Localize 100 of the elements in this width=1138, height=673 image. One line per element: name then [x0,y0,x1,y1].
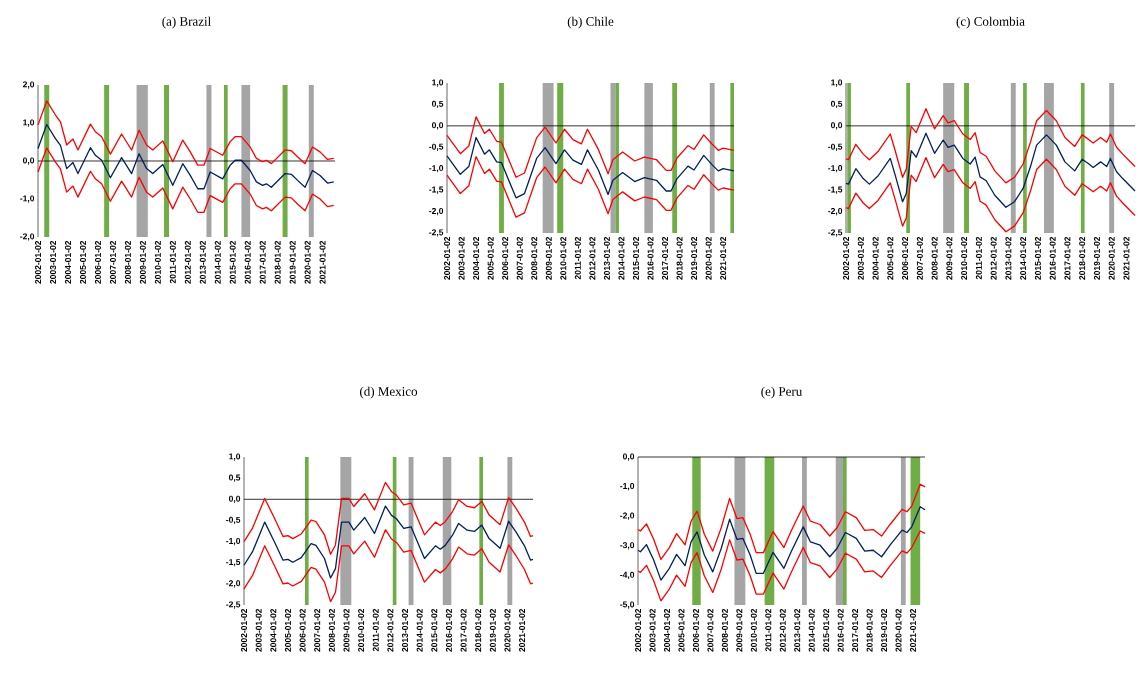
x-tick-label: 2006-01-02 [902,236,909,280]
x-tick-label: 2013-01-02 [402,608,409,652]
line-series [637,530,926,602]
y-tick-label: 0,5 [830,100,843,109]
line-series [845,132,1136,208]
y-tick-label: 0,5 [228,474,241,482]
x-tick-label: 2020-01-02 [895,608,902,652]
y-tick-label: -2,0 [828,207,843,216]
x-tick-label: 2006-01-02 [299,608,306,652]
x-tick-label: 2003-01-02 [50,240,57,284]
x-tick-label: 2005-01-02 [284,608,291,652]
x-tick-label: 2008-01-02 [124,240,131,284]
x-tick-label: 2008-01-02 [328,608,335,652]
x-tick-label: 2019-01-02 [1093,236,1100,280]
x-tick-label: 2015-01-02 [1034,236,1041,280]
x-tick-label: 2019-01-02 [489,608,496,652]
line-series [845,156,1136,233]
x-tick-label: 2006-01-02 [502,236,509,280]
line-series [446,136,735,199]
y-tick-label: 0,0 [830,122,843,130]
x-tick-label: 2015-01-02 [823,608,830,652]
line-series [37,123,335,190]
y-tick-label: -1,0 [20,195,35,203]
y-tick-label: 1,0 [432,79,444,87]
x-tick-label: 2015-01-02 [431,608,438,652]
x-tick-label: 2016-01-02 [445,608,452,652]
x-tick-label: 2021-01-02 [519,608,526,652]
y-tick-label: 0,5 [431,100,444,109]
line-series [845,108,1136,184]
line-series [243,529,534,603]
chart-title: (e) Peru [761,386,803,399]
y-tick-label: -1,0 [828,165,843,173]
x-tick-label: 2012-01-02 [589,236,596,280]
x-tick-label: 2011-01-02 [975,236,982,280]
x-tick-label: 2003-01-02 [857,236,864,280]
x-tick-label: 2021-01-02 [909,608,916,652]
x-tick-label: 2009-01-02 [545,236,552,280]
x-tick-label: 2015-01-02 [632,236,639,280]
line-series [243,505,534,579]
x-tick-label: 2002-01-02 [35,240,42,284]
x-tick-label: 2005-01-02 [887,236,894,280]
x-tick-label: 2009-01-02 [343,608,350,652]
x-tick-label: 2004-01-02 [270,608,277,652]
x-tick-label: 2011-01-02 [574,236,581,280]
line-series [243,481,534,555]
y-tick-label: -1,5 [226,559,241,567]
y-tick-label: 1,0 [831,79,843,87]
x-tick-label: 2013-01-02 [1005,236,1012,280]
x-tick-label: 2014-01-02 [214,240,221,284]
line-series [446,116,735,178]
x-tick-label: 2014-01-02 [808,608,815,652]
chart-title: (a) Brazil [162,16,211,29]
x-tick-label: 2019-01-02 [881,608,888,652]
x-tick-label: 2013-01-02 [199,240,206,284]
x-tick-label: 2002-01-02 [635,608,642,652]
x-tick-label: 2014-01-02 [1020,236,1027,280]
x-tick-label: 2005-01-02 [487,236,494,280]
x-tick-label: 2017-01-02 [460,608,467,652]
x-tick-label: 2018-01-02 [475,608,482,652]
x-tick-label: 2010-01-02 [358,608,365,652]
x-tick-label: 2007-01-02 [707,608,714,652]
x-tick-label: 2004-01-02 [64,240,71,284]
y-tick-label: -2,0 [429,207,444,216]
x-tick-label: 2018-01-02 [866,608,873,652]
y-tick-label: -0,5 [429,143,444,151]
y-tick-label: -1,0 [429,165,444,173]
y-tick-label: -0,5 [828,143,843,151]
x-tick-label: 2010-01-02 [560,236,567,280]
y-tick-label: 1,0 [229,453,241,461]
x-tick-label: 2016-01-02 [647,236,654,280]
x-tick-label: 2009-01-02 [946,236,953,280]
y-tick-label: 2,0 [22,81,35,89]
x-tick-label: 2010-01-02 [961,236,968,280]
line-series [446,156,735,218]
x-tick-label: 2003-01-02 [458,236,465,280]
line-series [37,100,335,166]
chart-title: (c) Colombia [956,16,1025,29]
x-tick-label: 2003-01-02 [649,608,656,652]
y-tick-label: -2,0 [226,580,241,588]
x-tick-label: 2020-01-02 [1108,236,1115,280]
x-tick-label: 2007-01-02 [109,240,116,284]
x-tick-label: 2017-01-02 [852,608,859,652]
x-tick-label: 2007-01-02 [516,236,523,280]
x-tick-label: 2017-01-02 [259,240,266,284]
x-tick-label: 2009-01-02 [736,608,743,652]
x-tick-label: 2016-01-02 [837,608,844,652]
x-tick-label: 2020-01-02 [504,608,511,652]
x-tick-label: 2003-01-02 [255,608,262,652]
line-series [637,506,926,581]
x-tick-label: 2004-01-02 [872,236,879,280]
x-tick-label: 2008-01-02 [721,608,728,652]
y-tick-label: 0,0 [22,157,35,165]
x-tick-label: 2006-01-02 [94,240,101,284]
x-tick-label: 2011-01-02 [169,240,176,284]
x-tick-label: 2017-01-02 [662,236,669,280]
x-tick-label: 2018-01-02 [1079,236,1086,280]
x-tick-label: 2012-01-02 [779,608,786,652]
y-tick-label: -1,0 [226,537,241,546]
y-tick-label: -3,0 [620,542,635,550]
x-tick-label: 2016-01-02 [244,240,251,284]
